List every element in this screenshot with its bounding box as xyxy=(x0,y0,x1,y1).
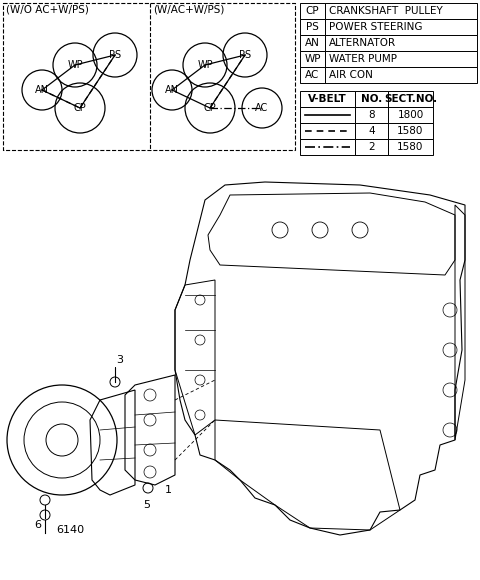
Bar xyxy=(300,35,325,51)
Text: AN: AN xyxy=(35,85,49,95)
Bar xyxy=(325,35,477,51)
Text: (W/AC+W/PS): (W/AC+W/PS) xyxy=(153,5,224,15)
Bar xyxy=(388,91,433,107)
Bar xyxy=(355,91,388,107)
Text: 2: 2 xyxy=(368,142,375,152)
Text: CP: CP xyxy=(204,103,216,113)
Bar xyxy=(355,123,388,139)
Text: CP: CP xyxy=(73,103,86,113)
Text: CP: CP xyxy=(306,6,319,16)
Text: 6140: 6140 xyxy=(56,525,84,535)
Text: PS: PS xyxy=(306,22,319,32)
Bar xyxy=(300,3,325,19)
Bar xyxy=(300,107,355,123)
Bar xyxy=(325,19,477,35)
Bar xyxy=(388,107,433,123)
Text: (W/O AC+W/PS): (W/O AC+W/PS) xyxy=(6,5,89,15)
Bar xyxy=(300,67,325,83)
Bar xyxy=(300,123,355,139)
Text: ALTERNATOR: ALTERNATOR xyxy=(329,38,396,48)
Text: WP: WP xyxy=(304,54,321,64)
Text: WP: WP xyxy=(67,60,83,70)
Bar xyxy=(300,139,355,155)
Bar xyxy=(325,67,477,83)
Text: WP: WP xyxy=(197,60,213,70)
Text: POWER STEERING: POWER STEERING xyxy=(329,22,422,32)
Bar xyxy=(300,91,355,107)
Bar xyxy=(325,51,477,67)
Bar xyxy=(388,123,433,139)
Text: PS: PS xyxy=(109,50,121,60)
Text: AIR CON: AIR CON xyxy=(329,70,373,80)
Text: 1580: 1580 xyxy=(397,142,424,152)
Text: 1: 1 xyxy=(165,485,171,495)
Text: AC: AC xyxy=(255,103,269,113)
Text: 5: 5 xyxy=(144,500,151,510)
Text: V-BELT: V-BELT xyxy=(308,94,347,104)
Text: WATER PUMP: WATER PUMP xyxy=(329,54,397,64)
Text: AC: AC xyxy=(305,70,320,80)
Text: AN: AN xyxy=(305,38,320,48)
Text: NO.: NO. xyxy=(361,94,382,104)
Bar xyxy=(355,107,388,123)
Bar xyxy=(300,51,325,67)
Bar xyxy=(3,3,295,150)
Text: AN: AN xyxy=(165,85,179,95)
Bar xyxy=(325,3,477,19)
Text: 1580: 1580 xyxy=(397,126,424,136)
Text: 3: 3 xyxy=(117,355,123,365)
Text: 1800: 1800 xyxy=(397,110,424,120)
Bar xyxy=(355,139,388,155)
Text: 6: 6 xyxy=(35,520,41,530)
Text: CRANKSHAFT  PULLEY: CRANKSHAFT PULLEY xyxy=(329,6,443,16)
Text: 4: 4 xyxy=(368,126,375,136)
Text: PS: PS xyxy=(239,50,251,60)
Bar xyxy=(300,19,325,35)
Text: 8: 8 xyxy=(368,110,375,120)
Bar xyxy=(388,139,433,155)
Text: SECT.NO.: SECT.NO. xyxy=(384,94,437,104)
